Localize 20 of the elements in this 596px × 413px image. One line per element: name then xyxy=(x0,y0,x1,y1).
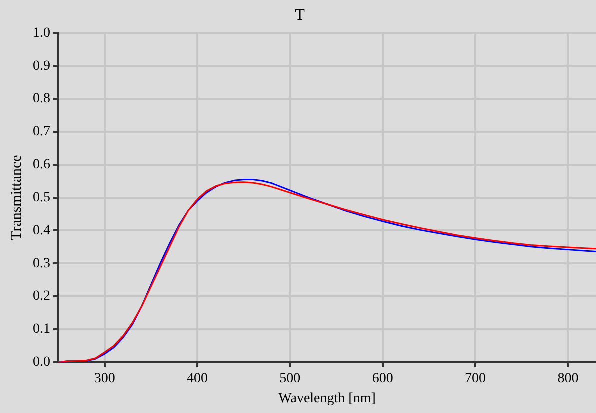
x-axis-title: Wavelength [nm] xyxy=(278,391,376,406)
x-tick-label: 500 xyxy=(280,371,301,386)
x-tick-label: 800 xyxy=(558,371,579,386)
y-tick-label: 0.8 xyxy=(33,92,50,107)
y-tick-label: 0.0 xyxy=(33,355,50,370)
y-tick-label: 0.3 xyxy=(33,256,50,272)
x-tick-label: 400 xyxy=(187,371,208,386)
y-tick-label: 0.7 xyxy=(33,124,50,140)
y-tick-label: 0.1 xyxy=(33,322,50,338)
y-axis-title: Transmittance xyxy=(8,154,25,240)
x-tick-label: 600 xyxy=(372,371,394,386)
x-tick-label: 700 xyxy=(465,371,486,386)
chart-title: T xyxy=(295,6,306,24)
x-tick-label: 300 xyxy=(94,371,116,386)
y-tick-label: 0.2 xyxy=(33,289,50,304)
y-tick-label: 0.9 xyxy=(33,58,50,74)
y-tick-label: 1.0 xyxy=(33,26,50,41)
y-tick-label: 0.4 xyxy=(33,223,50,238)
y-tick-label: 0.6 xyxy=(33,158,50,173)
y-tick-label: 0.5 xyxy=(33,190,50,206)
